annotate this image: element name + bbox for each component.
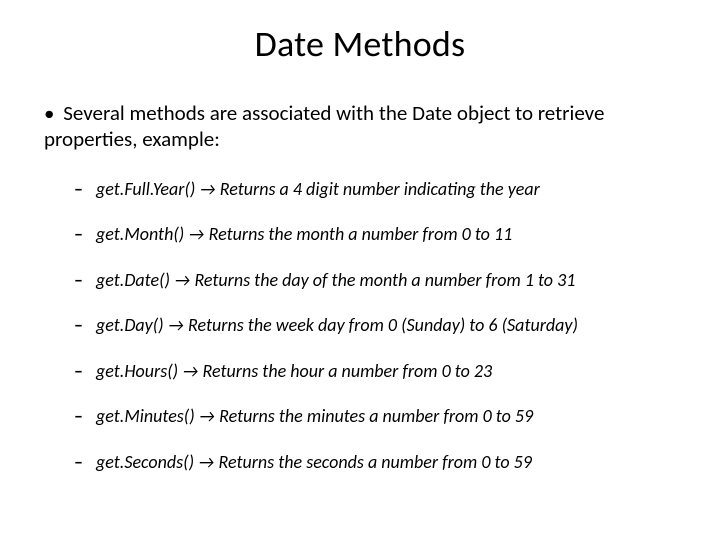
list-item: get.Date() → Returns the day of the mont… xyxy=(74,270,680,292)
methods-list: get.Full.Year() → Returns a 4 digit numb… xyxy=(40,179,680,474)
list-item: get.Hours() → Returns the hour a number … xyxy=(74,361,680,383)
list-item: get.Full.Year() → Returns a 4 digit numb… xyxy=(74,179,680,201)
slide: Date Methods • Several methods are assoc… xyxy=(0,0,720,540)
list-item: get.Minutes() → Returns the minutes a nu… xyxy=(74,406,680,428)
list-item: get.Day() → Returns the week day from 0 … xyxy=(74,315,680,337)
bullet-icon: • xyxy=(44,100,54,126)
intro-paragraph: • Several methods are associated with th… xyxy=(40,100,680,153)
slide-title: Date Methods xyxy=(40,22,680,66)
intro-text: Several methods are associated with the … xyxy=(44,100,604,152)
list-item: get.Seconds() → Returns the seconds a nu… xyxy=(74,452,680,474)
list-item: get.Month() → Returns the month a number… xyxy=(74,224,680,246)
